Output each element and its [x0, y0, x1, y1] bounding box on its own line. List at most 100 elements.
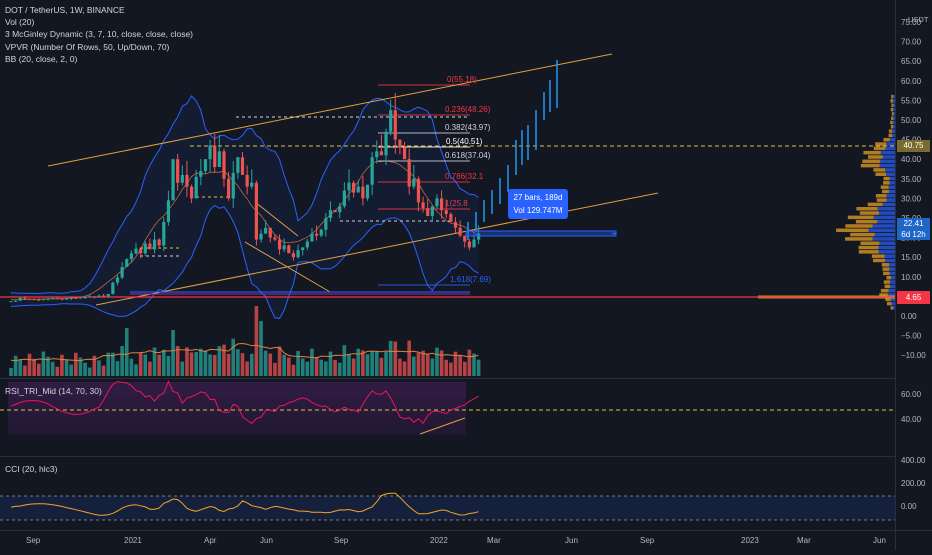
candle-body — [472, 239, 476, 248]
fib-retracement[interactable] — [378, 84, 470, 286]
volume-bar — [217, 346, 222, 376]
vpvr-row-down — [890, 125, 894, 129]
candle-body — [310, 233, 314, 242]
vpvr-row-down — [886, 301, 892, 306]
bollinger-basis — [10, 160, 479, 300]
volume-bar — [199, 348, 203, 376]
vpvr-row-up — [885, 168, 895, 172]
volume-bar — [23, 365, 27, 376]
bollinger-indicator-title[interactable]: BB (20, close, 2, 0) — [5, 53, 78, 64]
volume-bar — [398, 358, 402, 376]
vpvr-row-up — [887, 293, 895, 297]
candle-body — [180, 174, 184, 183]
volume-bar — [421, 350, 425, 376]
volume-bar — [393, 341, 398, 376]
vpvr-row-down — [890, 306, 894, 310]
vpvr-row-down — [891, 94, 894, 99]
bars-pattern-projection[interactable] — [467, 60, 558, 240]
volume-bar — [78, 357, 83, 376]
vpvr-row-up — [886, 172, 895, 176]
vpvr-row-down — [891, 112, 894, 116]
candle-body — [402, 147, 407, 160]
volume-bar — [115, 361, 120, 376]
candle-body — [245, 174, 249, 187]
price-candles[interactable] — [9, 93, 481, 303]
trendline-upper[interactable] — [47, 53, 613, 167]
volume-bar — [342, 345, 347, 376]
volume-bar — [374, 351, 379, 376]
price-scale-label: 30.00 — [901, 194, 922, 203]
volume-bar — [430, 358, 435, 376]
vpvr-row-up — [889, 176, 895, 181]
vpvr-row-down — [871, 254, 885, 258]
volume-bar — [263, 350, 268, 376]
volume-indicator-title[interactable]: Vol (20) — [5, 17, 35, 28]
vpvr-row-up — [879, 211, 895, 215]
volume-bar — [314, 356, 319, 376]
volume-bar — [282, 354, 286, 376]
candle-body — [463, 235, 467, 242]
candle-body — [92, 296, 96, 298]
vpvr-row-down — [882, 189, 890, 194]
rsi-trendline[interactable] — [419, 417, 466, 435]
vpvr-row-up — [891, 301, 895, 306]
time-axis[interactable]: Sep 2021 Apr Jun Sep 2022 Mar Jun Sep 2023 Mar Jun — [26, 536, 886, 545]
candle-body — [78, 297, 83, 299]
volume-bar — [46, 356, 50, 376]
vpvr-indicator-title[interactable]: VPVR (Number Of Rows, 50, Up/Down, 70) — [5, 41, 170, 52]
chart-legend[interactable]: DOT / TetherUS, 1W, BINANCE Vol (20) 3 M… — [5, 4, 193, 65]
volume-profile[interactable] — [758, 94, 895, 310]
cci-scale-label: 200.00 — [901, 479, 926, 488]
candle-body — [189, 186, 194, 199]
volume-bar — [245, 361, 249, 376]
vpvr-row-down — [850, 232, 875, 237]
symbol-title[interactable]: DOT / TetherUS, 1W, BINANCE — [5, 5, 125, 15]
price-scale-label: −5.00 — [901, 332, 922, 341]
vpvr-row-up — [893, 103, 895, 107]
volume-bars[interactable] — [9, 306, 481, 376]
vpvr-row-up — [893, 94, 895, 99]
candle-body — [231, 172, 235, 199]
measure-tooltip[interactable]: 27 bars, 189d Vol 129.747M — [508, 189, 568, 219]
volume-bar — [476, 359, 481, 376]
volume-ma-line — [10, 342, 479, 362]
volume-bar — [171, 330, 175, 376]
rsi-scale[interactable]: 60.00 40.00 — [901, 390, 922, 424]
volume-bar — [356, 348, 361, 376]
trendline-wedge[interactable] — [254, 201, 299, 237]
vpvr-row-up — [886, 198, 895, 202]
candle-body — [199, 170, 203, 177]
volume-bar — [370, 351, 374, 376]
cci-scale[interactable]: 400.00 200.00 0.00 — [901, 456, 926, 511]
volume-bar — [287, 357, 291, 376]
volume-bar — [296, 351, 300, 376]
mcginley-indicator-title[interactable]: 3 McGinley Dynamic (3, 7, 10, close, clo… — [5, 29, 194, 40]
candle-body — [393, 110, 397, 140]
volume-bar — [449, 362, 453, 376]
candle-body — [314, 233, 319, 236]
vpvr-row-down — [873, 168, 886, 172]
volume-bar — [402, 361, 407, 376]
rsi-indicator-title[interactable]: RSI_TRI_Mid (14, 70, 30) — [5, 386, 102, 396]
candle-body — [273, 237, 277, 240]
candle-body — [264, 227, 268, 234]
candle-body — [208, 145, 212, 160]
trendline-wedge[interactable] — [244, 241, 331, 293]
cci-scale-label: 0.00 — [901, 502, 917, 511]
candle-body — [389, 110, 393, 132]
volume-bar — [69, 364, 73, 376]
vpvr-row-up — [890, 297, 895, 302]
volume-bar — [9, 368, 13, 376]
price-scale[interactable]: USDT75.0070.0065.0060.0055.0050.0045.004… — [901, 15, 929, 360]
cci-indicator-title[interactable]: CCI (20, hlc3) — [5, 464, 58, 474]
vpvr-row-down — [885, 297, 891, 302]
volume-bar — [439, 350, 444, 376]
volume-bar — [337, 362, 342, 376]
candle-body — [453, 221, 458, 228]
vpvr-row-up — [868, 228, 895, 233]
volume-bar — [134, 364, 138, 376]
vpvr-row-down — [858, 250, 879, 254]
date-price-range[interactable] — [465, 230, 617, 237]
